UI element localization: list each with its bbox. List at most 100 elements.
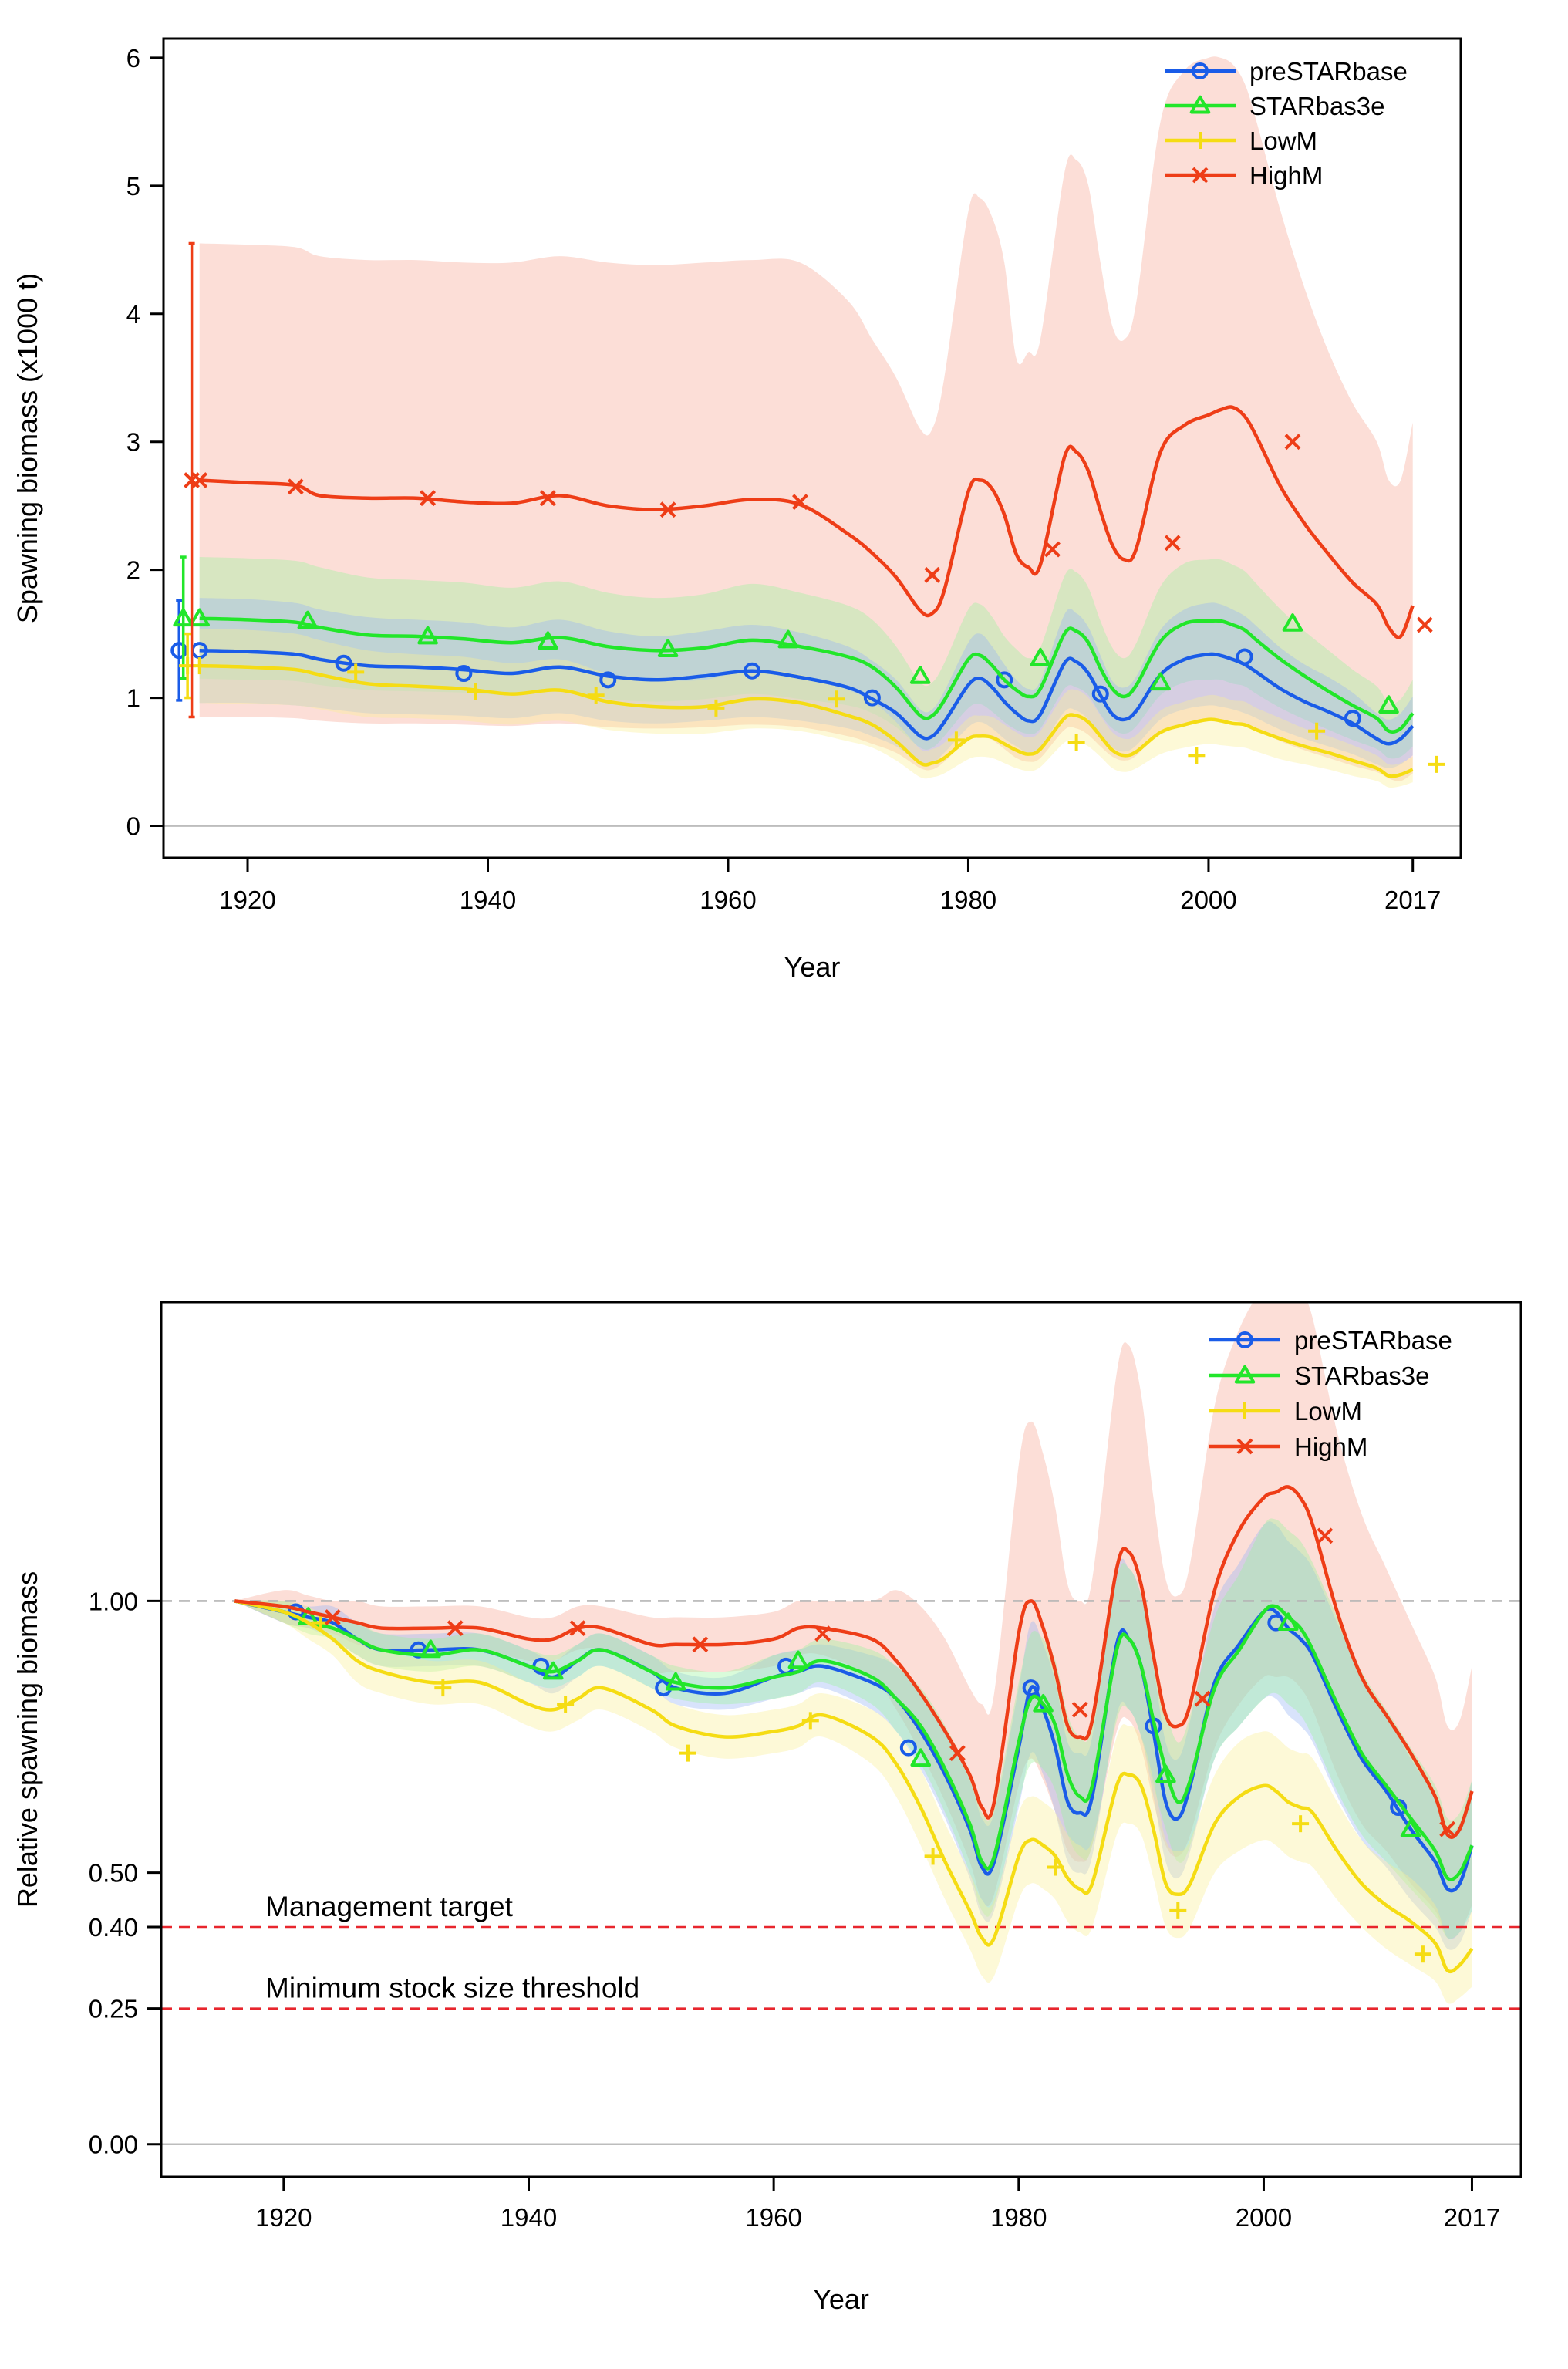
legend-entry-starbas3e: STARbas3e xyxy=(1165,92,1384,120)
marker-highm-6-b xyxy=(792,494,808,511)
marker-highm-6 xyxy=(949,1745,966,1762)
marker-prestarbase-3 xyxy=(455,665,473,683)
plot-area xyxy=(161,1302,1521,2146)
marker-prestarbase-10 xyxy=(1344,710,1361,727)
marker-highm-5 xyxy=(814,1625,831,1642)
marker-highm-7 xyxy=(924,566,941,583)
marker-lowm-9 xyxy=(1188,747,1206,764)
y-tick-label-3: 0.40 xyxy=(89,1913,138,1942)
series-line-highm xyxy=(199,405,1415,639)
marker-highm-3-b xyxy=(420,490,437,507)
legend-entry-highm: HighM xyxy=(1209,1433,1367,1461)
plot-area xyxy=(164,56,1461,827)
legend-label: STARbas3e xyxy=(1294,1362,1429,1390)
y-tick-label-1: 0 xyxy=(126,812,140,841)
marker-highm-10-b xyxy=(1284,434,1301,451)
marker-lowm-4 xyxy=(679,1744,696,1762)
marker-highm-2 xyxy=(447,1620,464,1637)
marker-highm-5 xyxy=(659,501,676,518)
legend-marker xyxy=(1192,167,1209,184)
marker-highm-6-b xyxy=(949,1745,966,1762)
marker-highm-1-b xyxy=(324,1609,341,1625)
series-line-lowm xyxy=(234,1599,1474,1974)
marker-highm-4-b xyxy=(539,490,556,507)
ci-band-lowm xyxy=(234,1600,1472,2004)
marker-lowm-5 xyxy=(707,699,725,717)
marker-lowm-2 xyxy=(347,663,365,681)
marker-starbas3e-3 xyxy=(417,626,438,645)
legend-marker xyxy=(1236,1331,1253,1348)
marker-lowm-3 xyxy=(467,683,484,700)
x-tick-label-4: 1980 xyxy=(940,886,996,914)
legend-entry-prestarbase: preSTARbase xyxy=(1209,1326,1452,1355)
marker-lowm-9 xyxy=(1292,1815,1310,1833)
marker-lowm-2 xyxy=(434,1679,452,1697)
y-tick-label-6: 5 xyxy=(126,172,140,201)
legend-entry-lowm: LowM xyxy=(1165,127,1317,155)
marker-highm-11-b xyxy=(1416,616,1433,633)
chart-panel-2: Management target Minimum stock size thre… xyxy=(12,1301,1522,2315)
initial-marker-highm xyxy=(184,472,201,488)
reference-label-3: Management target xyxy=(265,1891,514,1922)
x-tick-label-5: 2000 xyxy=(1180,886,1236,914)
marker-highm-5-b xyxy=(659,501,676,518)
ci-band-starbas3e xyxy=(234,1518,1472,1939)
marker-highm-7 xyxy=(1071,1701,1088,1718)
legend-label: HighM xyxy=(1294,1433,1367,1461)
marker-prestarbase-2 xyxy=(335,654,352,672)
legend-entry-prestarbase: preSTARbase xyxy=(1165,57,1408,86)
legend-marker xyxy=(1236,1438,1253,1455)
initial-marker-lowm xyxy=(179,657,197,675)
marker-highm-9-b xyxy=(1164,535,1181,552)
y-tick-label-7: 6 xyxy=(126,44,140,73)
y-axis-title: Relative spawning biomass xyxy=(12,1571,43,1908)
marker-starbas3e-4 xyxy=(665,1672,686,1691)
chart-panel-1: 1920 1940 1960 1980 2000 2017 0 1 2 3 4 5 6 Year Spawn… xyxy=(12,37,1462,983)
x-axis-title: Year xyxy=(784,951,841,983)
legend-label: preSTARbase xyxy=(1294,1326,1452,1355)
legend-marker-b xyxy=(1192,167,1209,184)
marker-starbas3e-8 xyxy=(1030,647,1051,666)
series-line-starbas3e xyxy=(234,1599,1474,1881)
marker-starbas3e-5 xyxy=(787,1650,809,1669)
x-tick-label-1: 1920 xyxy=(219,886,275,914)
marker-highm-2-b xyxy=(287,478,304,495)
reference-label-4: Minimum stock size threshold xyxy=(265,1972,639,2004)
marker-prestarbase-6 xyxy=(899,1739,917,1757)
marker-highm-4 xyxy=(692,1636,709,1653)
marker-highm-8 xyxy=(1194,1690,1211,1707)
marker-lowm-7 xyxy=(1047,1858,1064,1876)
initial-marker-highm-b xyxy=(184,472,201,488)
marker-lowm-6 xyxy=(924,1848,942,1865)
marker-lowm-8 xyxy=(1067,734,1085,751)
marker-highm-11 xyxy=(1416,616,1433,633)
y-tick-label-2: 0.25 xyxy=(89,1995,138,2023)
marker-starbas3e-9 xyxy=(1277,1612,1299,1632)
marker-highm-8-b xyxy=(1194,1690,1211,1707)
marker-prestarbase-4 xyxy=(599,671,617,689)
marker-starbas3e-1 xyxy=(189,608,210,627)
marker-starbas3e-9 xyxy=(1150,672,1171,691)
x-tick-label-5: 2000 xyxy=(1236,2203,1292,2232)
marker-highm-6 xyxy=(792,494,808,511)
legend-marker xyxy=(1234,1365,1256,1384)
marker-lowm-7 xyxy=(947,731,965,749)
ci-band-prestarbase xyxy=(199,598,1413,768)
marker-lowm-8 xyxy=(1169,1902,1187,1919)
marker-lowm-5 xyxy=(801,1712,819,1730)
marker-highm-7-b xyxy=(1071,1701,1088,1718)
marker-starbas3e-8 xyxy=(1155,1764,1176,1783)
marker-starbas3e-5 xyxy=(657,639,679,657)
legend-label: preSTARbase xyxy=(1249,57,1408,86)
marker-highm-3 xyxy=(569,1620,586,1637)
marker-highm-10 xyxy=(1284,434,1301,451)
plot-frame xyxy=(160,1301,1522,2178)
x-tick-label-3: 1960 xyxy=(700,886,756,914)
x-tick-label-1: 1920 xyxy=(255,2203,312,2232)
marker-starbas3e-6 xyxy=(910,1748,931,1767)
x-tick-label-2: 1940 xyxy=(460,886,516,914)
marker-highm-9 xyxy=(1317,1527,1334,1544)
marker-prestarbase-9 xyxy=(1236,648,1253,666)
marker-lowm-10 xyxy=(1308,722,1326,740)
y-tick-label-5: 4 xyxy=(126,300,140,329)
